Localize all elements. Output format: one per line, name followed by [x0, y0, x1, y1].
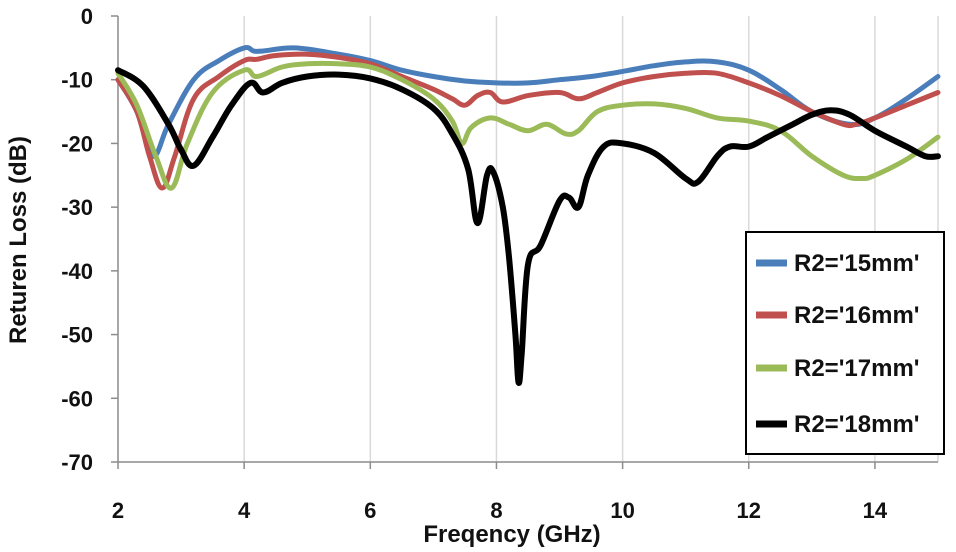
legend-items: R2='15mm' R2='16mm' R2='17mm' R2='18mm' — [756, 250, 919, 438]
series-line-r2-18mm — [115, 67, 941, 387]
axes — [111, 15, 938, 469]
legend-label: R2='18mm' — [794, 411, 919, 438]
legend-label: R2='16mm' — [794, 302, 919, 329]
y-axis-title: Returen Loss (dB) — [5, 136, 32, 344]
x-tick-label: 6 — [364, 498, 376, 523]
y-tick-label: -40 — [61, 259, 93, 284]
series-line-r2-16mm — [115, 51, 941, 191]
legend-box — [745, 231, 945, 455]
x-tick-label: 4 — [238, 498, 251, 523]
y-tick-label: -10 — [61, 68, 93, 93]
y-tick-label: -30 — [61, 195, 93, 220]
x-tick-label: 2 — [112, 498, 124, 523]
y-tick-labels: 0 -10 -20 -30 -40 -50 -60 -70 — [61, 4, 93, 475]
legend: R2='15mm' R2='16mm' R2='17mm' R2='18mm' — [745, 231, 945, 455]
y-tick-label: -50 — [61, 323, 93, 348]
x-tick-label: 10 — [610, 498, 634, 523]
y-tick-label: 0 — [81, 4, 93, 29]
x-tick-label: 14 — [863, 498, 888, 523]
x-tick-label: 8 — [490, 498, 502, 523]
series-line-r2-15mm — [115, 44, 941, 159]
x-tick-label: 12 — [737, 498, 761, 523]
y-tick-label: -70 — [61, 450, 93, 475]
legend-label: R2='15mm' — [794, 250, 919, 277]
series-lines — [115, 44, 941, 387]
x-tick-labels: 2 4 6 8 10 12 14 — [112, 498, 888, 523]
legend-label: R2='17mm' — [794, 355, 919, 382]
y-tick-label: -20 — [61, 131, 93, 156]
y-tick-label: -60 — [61, 386, 93, 411]
x-axis-title: Freqency (GHz) — [423, 521, 600, 548]
